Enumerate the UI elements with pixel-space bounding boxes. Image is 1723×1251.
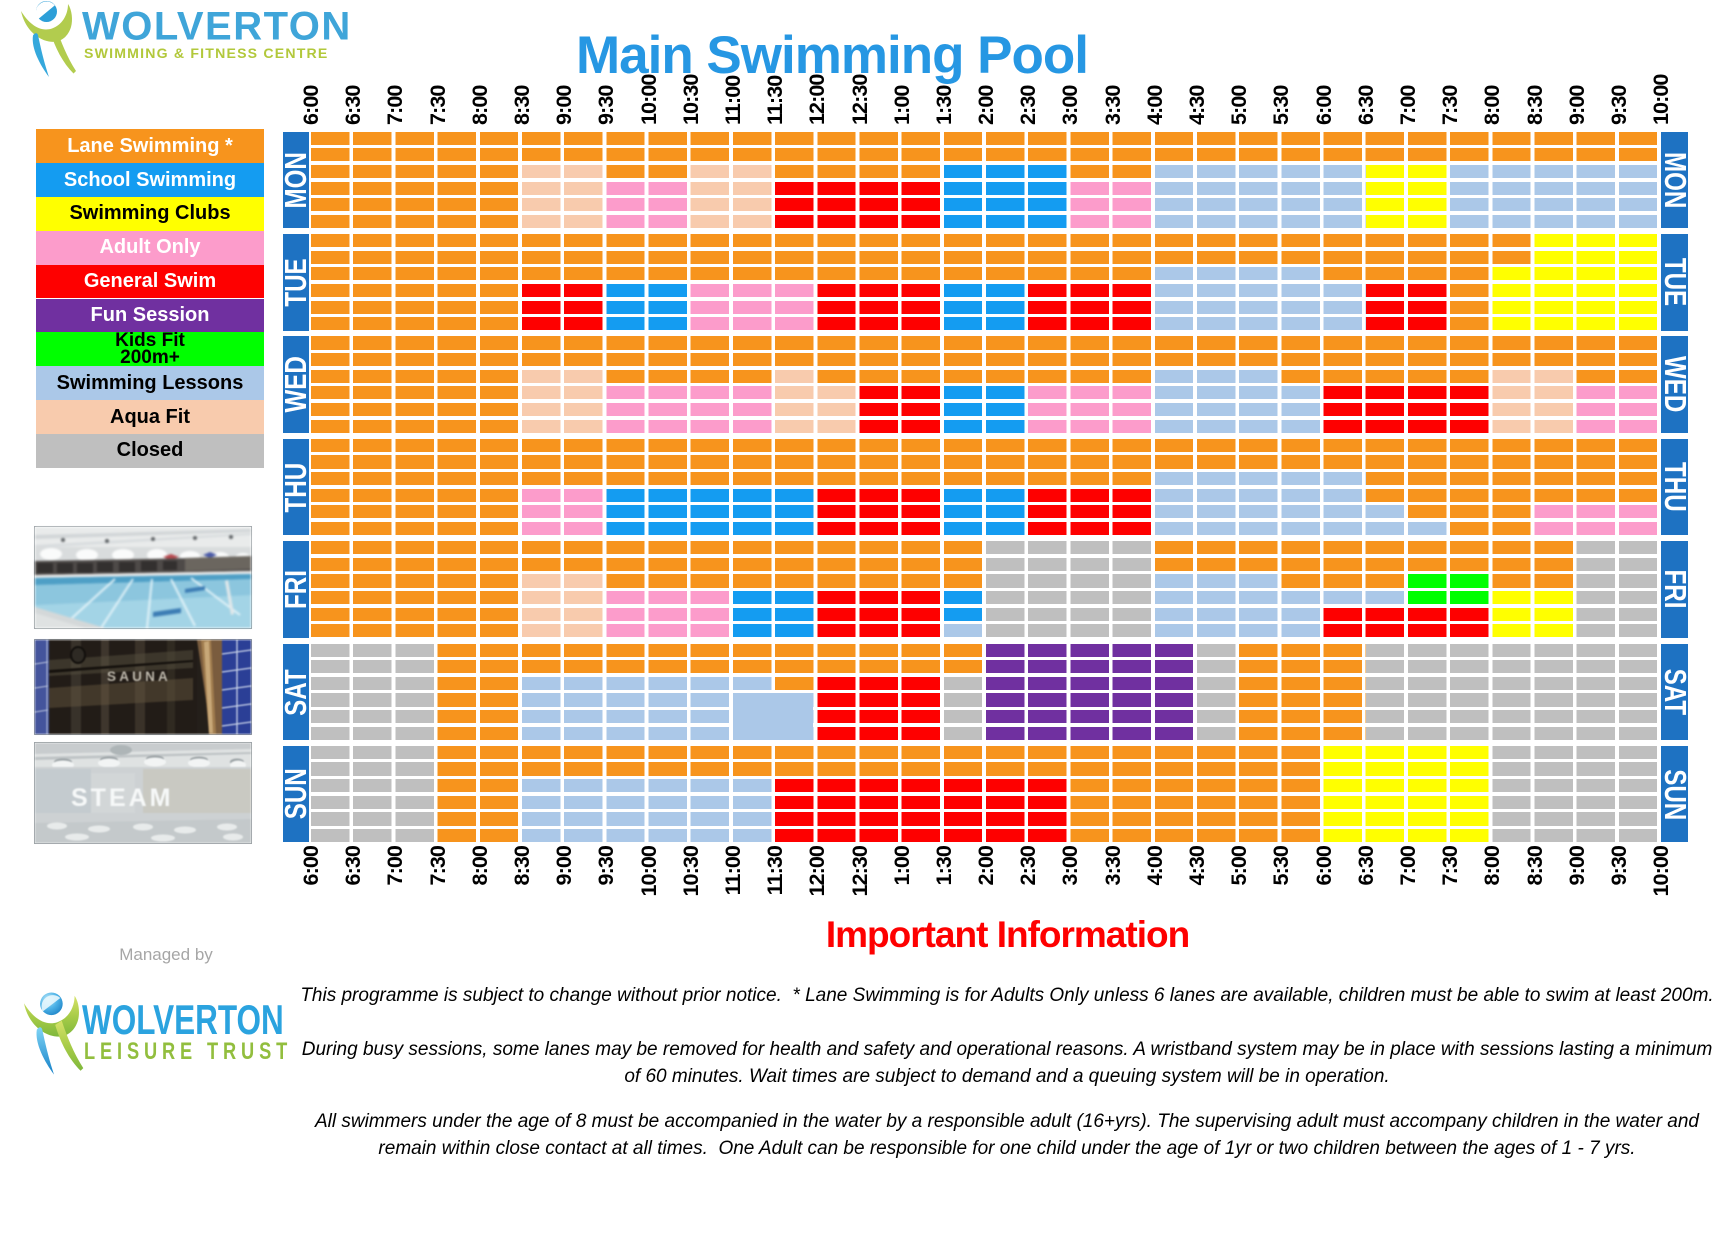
svg-text:WOLVERTON: WOLVERTON <box>82 996 284 1044</box>
svg-text:WOLVERTON: WOLVERTON <box>82 5 352 49</box>
svg-text:STEAM: STEAM <box>71 784 174 812</box>
svg-text:LEISURE TRUST: LEISURE TRUST <box>84 1038 292 1065</box>
svg-text:SAUNA: SAUNA <box>107 669 171 684</box>
svg-text:SWIMMING & FITNESS CENTRE: SWIMMING & FITNESS CENTRE <box>84 45 329 61</box>
